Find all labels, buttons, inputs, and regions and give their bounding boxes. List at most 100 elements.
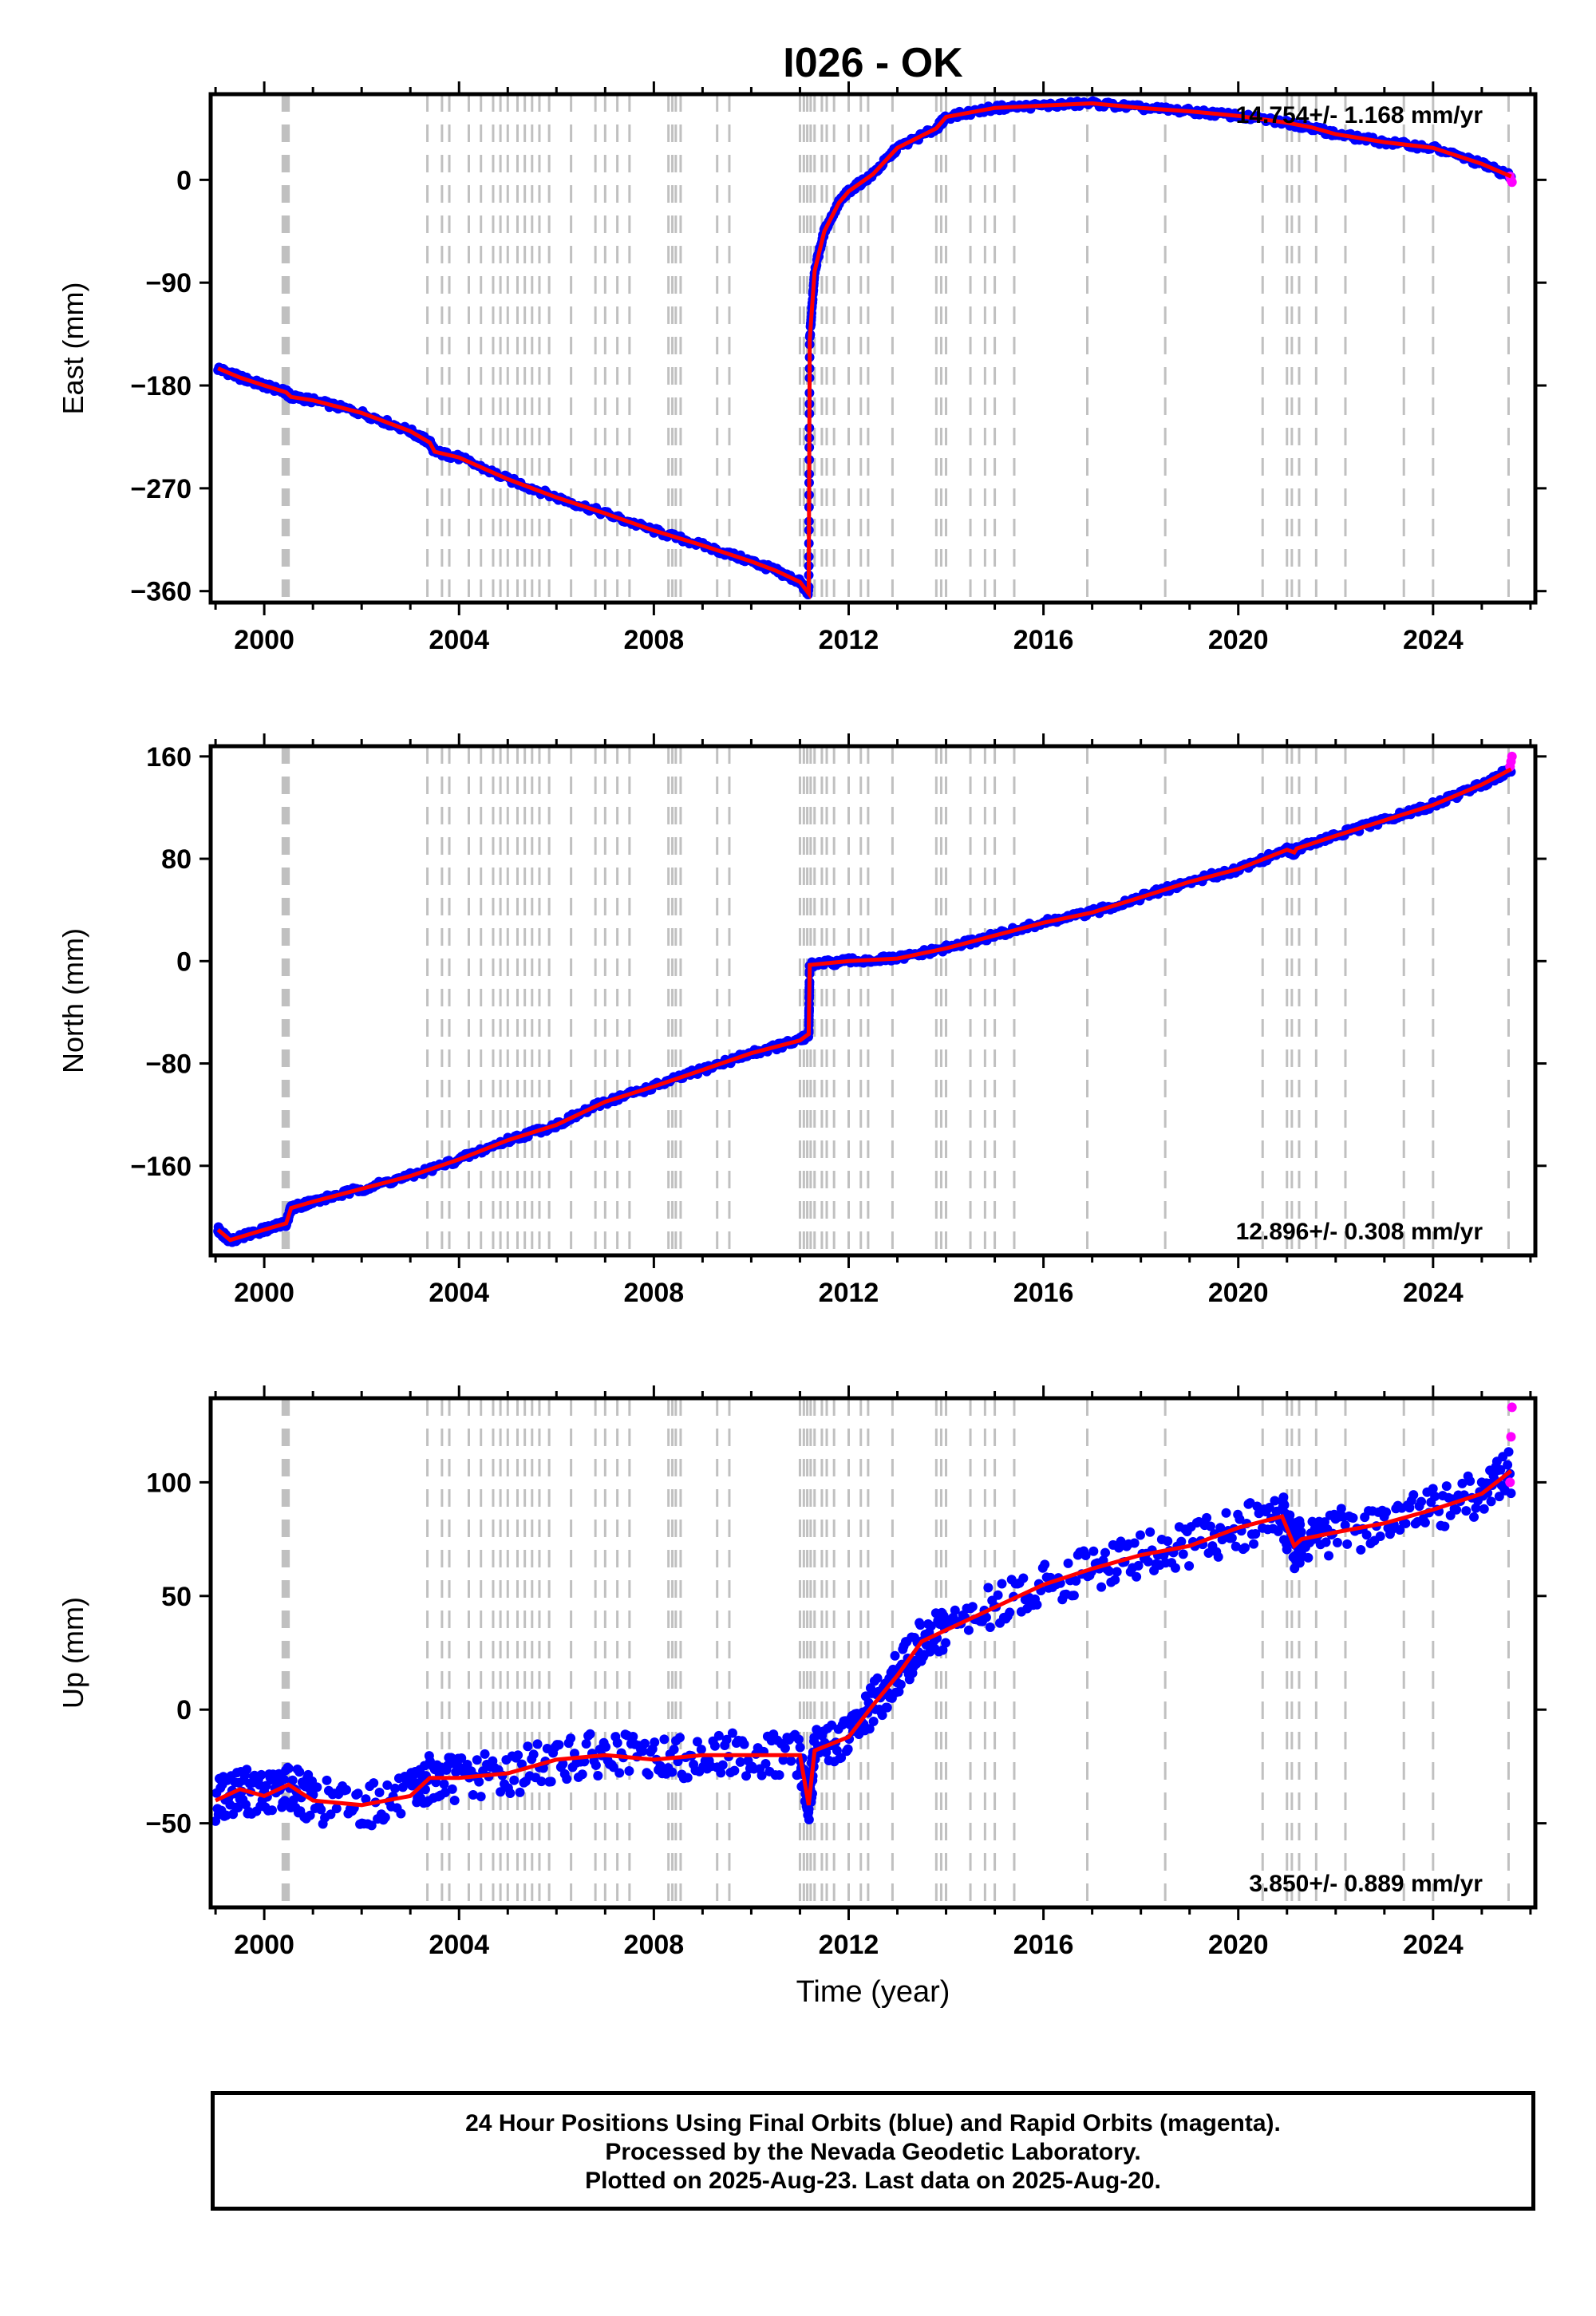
final-orbit-point: [242, 1765, 252, 1775]
final-orbit-point: [1471, 1503, 1481, 1513]
final-orbit-point: [877, 1710, 887, 1721]
final-orbit-point: [1342, 1539, 1353, 1549]
final-orbit-point: [981, 1612, 991, 1622]
final-orbit-point: [476, 1792, 486, 1802]
final-orbit-point: [1428, 1484, 1438, 1494]
y-tick-label: 80: [161, 844, 192, 875]
final-orbit-point: [1296, 1527, 1306, 1537]
final-orbit-point: [468, 1790, 478, 1800]
final-orbit-point: [1375, 1531, 1385, 1542]
final-orbit-point: [667, 1767, 678, 1777]
final-orbit-point: [322, 1775, 332, 1785]
final-orbit-point: [938, 1645, 948, 1655]
rapid-orbit-point: [1507, 1402, 1517, 1413]
final-orbit-point: [374, 1788, 385, 1798]
final-orbit-point: [1129, 1538, 1140, 1548]
final-orbit-point: [532, 1739, 543, 1749]
y-tick-label: −160: [130, 1152, 192, 1182]
final-orbit-point: [1278, 1492, 1289, 1503]
final-orbit-point: [864, 1724, 875, 1734]
final-orbit-point: [554, 1740, 564, 1750]
final-orbit-point: [1213, 1551, 1223, 1562]
final-orbit-point: [256, 1769, 267, 1780]
final-orbit-point: [639, 1738, 650, 1749]
final-orbit-point: [1018, 1573, 1029, 1583]
final-orbit-point: [431, 1777, 441, 1788]
final-orbit-point: [480, 1749, 490, 1759]
final-orbit-point: [1303, 1552, 1314, 1563]
final-orbit-point: [581, 1739, 591, 1749]
final-orbit-point: [872, 1673, 883, 1683]
final-orbit-point: [1143, 1556, 1153, 1567]
final-orbit-point: [1221, 1508, 1231, 1518]
final-orbit-point: [716, 1768, 726, 1778]
final-orbit-point: [1080, 1550, 1091, 1560]
final-orbit-point: [1231, 1541, 1241, 1551]
final-orbit-point: [420, 1784, 430, 1795]
final-orbit-point: [1503, 1460, 1513, 1470]
final-orbit-point: [396, 1808, 406, 1819]
final-orbit-point: [741, 1771, 752, 1781]
final-orbit-point: [1486, 1496, 1496, 1507]
final-orbit-point: [674, 1733, 685, 1743]
up-panel: −50 0 50 100 2000 2004 2008 2012 2016 2020 2024 Up …: [57, 1385, 1547, 2009]
final-orbit-point: [1441, 1481, 1452, 1492]
y-tick-label: −270: [130, 474, 192, 504]
final-orbit-point: [1395, 1525, 1405, 1535]
final-orbit-point: [1264, 1503, 1274, 1513]
plot-area: [213, 94, 1517, 603]
final-orbit-point: [523, 1741, 533, 1752]
x-tick-label: 2004: [429, 625, 489, 655]
plot-frame: [208, 1396, 1538, 1910]
final-orbit-point: [566, 1733, 576, 1744]
final-orbit-point: [528, 1749, 539, 1760]
final-orbit-point: [682, 1773, 693, 1783]
final-orbit-point: [562, 1774, 572, 1784]
final-orbit-point: [515, 1787, 525, 1797]
final-orbit-point: [795, 1742, 805, 1753]
final-orbit-point: [1361, 1530, 1372, 1540]
rapid-orbit-point: [1507, 751, 1517, 761]
final-orbit-point: [1270, 1496, 1280, 1506]
final-orbit-point: [341, 1784, 351, 1795]
final-orbit-point: [650, 1737, 660, 1748]
final-orbit-point: [1235, 1514, 1245, 1524]
final-orbit-point: [721, 1734, 732, 1745]
final-orbit-point: [926, 1621, 936, 1631]
final-orbit-point: [536, 1777, 547, 1787]
final-orbit-point: [1340, 1520, 1350, 1531]
final-orbit-point: [1479, 1504, 1489, 1514]
final-orbit-point: [843, 1744, 853, 1754]
final-orbit-point: [638, 1746, 648, 1757]
final-orbit-point: [312, 1782, 322, 1792]
rate-annotation: 12.896+/- 0.308 mm/yr: [1236, 1219, 1483, 1245]
final-orbit-point: [760, 1759, 771, 1769]
final-orbit-point: [513, 1750, 523, 1761]
final-orbit-point: [294, 1767, 305, 1777]
x-tick-label: 2020: [1208, 1930, 1269, 1960]
y-tick-label: 0: [176, 947, 192, 977]
final-orbit-point: [735, 1757, 745, 1767]
final-orbit-point: [868, 1716, 879, 1726]
caption-line-2: Processed by the Nevada Geodetic Laborat…: [605, 2139, 1141, 2165]
x-tick-label: 2000: [234, 625, 294, 655]
final-orbit-point: [233, 1803, 243, 1813]
final-orbit-point: [624, 1766, 634, 1777]
final-orbit-point: [1163, 1536, 1173, 1547]
final-orbit-point: [1249, 1539, 1259, 1549]
final-orbit-point: [659, 1734, 670, 1745]
model-fit-line: [216, 767, 1512, 1243]
final-orbit-point: [895, 1679, 906, 1690]
final-orbit-point: [472, 1755, 482, 1765]
final-orbit-point: [1452, 1504, 1462, 1515]
final-orbit-point: [713, 1730, 724, 1741]
final-orbit-point: [279, 1774, 289, 1784]
final-orbit-point: [456, 1753, 467, 1764]
final-orbit-point: [1469, 1512, 1479, 1522]
final-orbit-point: [1005, 1607, 1015, 1618]
model-fit-line: [215, 1469, 1513, 1808]
x-tick-label: 2016: [1013, 625, 1074, 655]
x-tick-label: 2008: [624, 1930, 685, 1960]
final-orbit-point: [1400, 1518, 1411, 1528]
